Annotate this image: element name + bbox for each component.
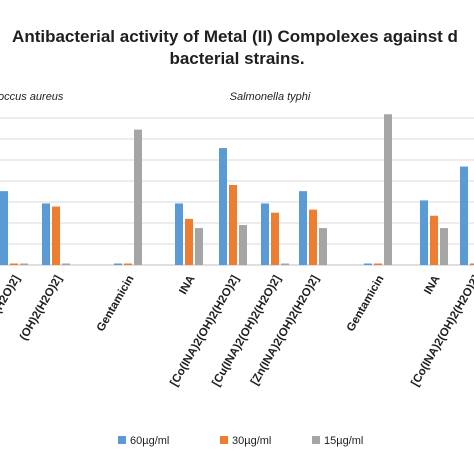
bar-2-1-s3: [134, 129, 142, 265]
bar-2-5-s1: [299, 191, 307, 265]
category-tick-label: [Co(INA)2(OH)2(H2O)2]: [409, 273, 474, 388]
legend-swatch: [118, 436, 126, 444]
bar-2-2-s2: [185, 218, 193, 265]
legend-swatch: [312, 436, 320, 444]
bar-3-1-s1: [364, 263, 372, 265]
bar-1-2-s2: [52, 206, 60, 265]
bar-3-2-s3: [440, 228, 448, 265]
bar-1-2-s3: [62, 263, 70, 265]
category-tick-labels: (OH)2(H2O)2](OH)2(H2O)2] Gentamicin INA[Co…: [0, 273, 474, 388]
bar-3-2-s1: [420, 200, 428, 265]
category-tick-label: (OH)2(H2O)2]: [18, 273, 65, 342]
bar-2-5-s2: [309, 209, 317, 265]
category-tick-label: Gentamicin: [95, 274, 137, 334]
bar-3-3-s1: [460, 166, 468, 265]
legend-swatch: [220, 436, 228, 444]
bar-2-3-s1: [219, 148, 227, 265]
bar-2-5-s3: [319, 228, 327, 265]
bar-2-1-s1: [114, 263, 122, 265]
category-tick-label: Gentamicin: [345, 274, 387, 334]
panel-subtitles: occus aureus Salmonella typhi: [0, 91, 311, 103]
category-tick-label: INA: [422, 274, 442, 297]
panel-subtitle: Salmonella typhi: [230, 91, 311, 103]
legend: 60µg/ml 30µg/ml 15µg/ml: [118, 435, 363, 447]
bar-2-4-s3: [281, 263, 289, 265]
legend-label: 15µg/ml: [324, 435, 363, 447]
bar-2-3-s3: [239, 225, 247, 265]
bar-2-4-s2: [271, 212, 279, 265]
bar-3-1-s2: [374, 263, 382, 265]
bar-2-3-s2: [229, 185, 237, 265]
bar-2-1-s2: [124, 263, 132, 265]
legend-label: 60µg/ml: [130, 435, 169, 447]
bar-2-4-s1: [261, 203, 269, 265]
chart-title-line1: Antibacterial activity of Metal (II) Com…: [12, 27, 458, 46]
bar-1-1-s2: [10, 263, 18, 265]
legend-label: 30µg/ml: [232, 435, 271, 447]
category-tick-label: INA: [177, 274, 197, 297]
bar-2-2-s3: [195, 228, 203, 265]
bars: [0, 114, 474, 265]
category-tick-label: [Zn(INA)2(OH)2(H2O)2]: [249, 273, 322, 387]
bar-2-2-s1: [175, 203, 183, 265]
bar-1-1-s1: [0, 191, 8, 265]
bar-3-1-s3: [384, 114, 392, 265]
panel-subtitle: occus aureus: [0, 91, 64, 103]
chart-title-line2: bacterial strains.: [169, 49, 304, 68]
bar-1-2-s1: [42, 203, 50, 265]
bar-3-3-s2: [470, 263, 474, 265]
bar-3-2-s2: [430, 215, 438, 265]
bar-1-1-s3: [20, 263, 28, 265]
